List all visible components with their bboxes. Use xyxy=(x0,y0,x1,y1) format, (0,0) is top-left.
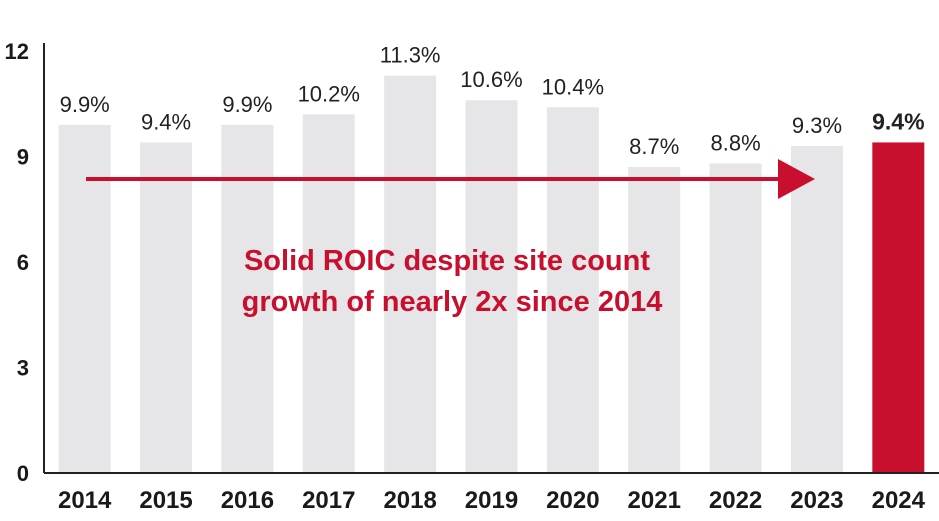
trend-arrow-head xyxy=(778,159,815,199)
y-tick-label: 6 xyxy=(17,250,29,275)
y-tick-label: 9 xyxy=(17,145,29,170)
x-tick-label-2022: 2022 xyxy=(709,487,762,514)
data-label-2020: 10.4% xyxy=(542,74,604,99)
data-label-2015: 9.4% xyxy=(141,109,191,134)
bar-2016 xyxy=(221,124,274,473)
data-label-2022: 8.8% xyxy=(711,131,761,156)
y-axis-ticks: 0 3 6 9 12 xyxy=(5,39,29,486)
x-tick-label-2018: 2018 xyxy=(383,487,436,514)
bar-2014 xyxy=(58,124,111,473)
bar-2022 xyxy=(709,163,762,474)
data-labels-group: 9.9% 9.4% 9.9% 10.2% 11.3% 10.6% 10.4% 8.7% 8.8%… xyxy=(60,43,925,159)
x-tick-label-2017: 2017 xyxy=(302,487,355,514)
bar-2023 xyxy=(790,145,843,473)
data-label-2018: 11.3% xyxy=(380,43,441,68)
x-tick-label-2016: 2016 xyxy=(221,487,274,514)
bar-2018 xyxy=(384,75,437,473)
bar-2020 xyxy=(546,107,599,474)
bars-group xyxy=(58,75,925,474)
bar-2024 xyxy=(872,142,925,473)
x-tick-label-2024: 2024 xyxy=(872,487,926,514)
bar-2019 xyxy=(465,100,518,473)
x-axis-labels: 2014 2015 2016 2017 2018 2019 2020 2021 2022 2023… xyxy=(58,487,926,514)
x-tick-label-2020: 2020 xyxy=(546,487,599,514)
bar-2021 xyxy=(628,167,681,474)
bar-2017 xyxy=(302,114,355,474)
data-label-2021: 8.7% xyxy=(629,134,679,159)
x-tick-label-2023: 2023 xyxy=(790,487,843,514)
x-tick-label-2021: 2021 xyxy=(628,487,681,514)
data-label-2019: 10.6% xyxy=(460,67,522,92)
data-label-2016: 9.9% xyxy=(222,92,272,117)
x-tick-label-2015: 2015 xyxy=(139,487,192,514)
y-tick-label: 12 xyxy=(5,39,29,64)
data-label-2023: 9.3% xyxy=(792,113,842,138)
y-tick-label: 0 xyxy=(17,461,29,486)
trend-arrow xyxy=(86,159,815,199)
annotation-line-1: Solid ROIC despite site count xyxy=(244,245,650,277)
annotation-line-2: growth of nearly 2x since 2014 xyxy=(242,286,663,318)
x-tick-label-2014: 2014 xyxy=(58,487,112,514)
data-label-2017: 10.2% xyxy=(298,81,360,106)
y-tick-label: 3 xyxy=(17,356,29,381)
data-label-2024: 9.4% xyxy=(872,108,924,134)
x-tick-label-2019: 2019 xyxy=(465,487,518,514)
data-label-2014: 9.9% xyxy=(60,92,110,117)
bar-2015 xyxy=(140,142,193,473)
